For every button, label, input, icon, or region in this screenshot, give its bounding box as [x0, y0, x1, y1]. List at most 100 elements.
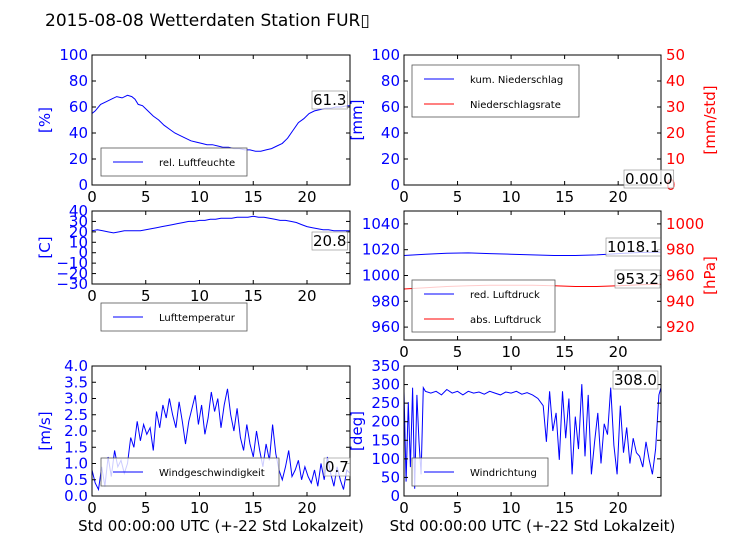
- y-axis-label: [deg]: [348, 411, 366, 451]
- y-tick-label: 20: [69, 223, 88, 241]
- y-tick-label: −30: [56, 275, 88, 293]
- x-axis-label: Std 00:00:00 UTC (+-22 Std Lokalzeit): [390, 517, 676, 535]
- value-annotation: 0.00.0: [625, 170, 673, 188]
- x-tick-label: 10: [502, 499, 521, 517]
- x-tick-label: 10: [502, 188, 521, 206]
- y-right-tick-label: 960: [666, 267, 695, 285]
- x-tick-label: 5: [141, 287, 151, 305]
- panel-humidity: 0 5 10 15 20 0 20 40 60 80 100 [%] rel. Luftfeuchte 6…: [36, 46, 351, 206]
- y-axis-label: [%]: [36, 107, 54, 133]
- y-right-tick-label: 1000: [666, 215, 704, 233]
- y-right-tick-label: 920: [666, 318, 695, 336]
- y-tick-label: 100: [371, 450, 400, 468]
- y-tick-label: 100: [371, 46, 400, 64]
- x-tick-label: 0: [399, 499, 409, 517]
- y-tick-label: 20: [69, 150, 88, 168]
- y-right-tick-label: 40: [666, 72, 685, 90]
- axes-frame: [403, 54, 662, 186]
- y-tick-label: 40: [381, 124, 400, 142]
- y-tick-label: 2.0: [64, 422, 88, 440]
- annotation-box: [311, 231, 348, 251]
- y-tick-label: 150: [371, 431, 400, 449]
- y-tick-label: 1020: [362, 241, 400, 259]
- legend: Lufttemperatur: [100, 302, 248, 332]
- legend-label: Windrichtung: [470, 468, 537, 479]
- series-line-humidity-0: [92, 94, 350, 152]
- x-tick-label: 15: [555, 188, 574, 206]
- x-tick-label: 20: [609, 188, 628, 206]
- y-tick-label: 0.5: [64, 471, 88, 489]
- y-tick-label: 4.0: [64, 357, 88, 375]
- x-tick-label: 20: [609, 499, 628, 517]
- y-right-tick-label: 50: [666, 46, 685, 64]
- legend: rel. Luftfeuchte: [100, 147, 248, 177]
- y-axis-label: [m/s]: [36, 411, 54, 450]
- y-axis-label: [mm]: [348, 100, 366, 141]
- y-tick-label: 250: [371, 394, 400, 412]
- axes-frame: [403, 365, 662, 497]
- y-tick-label: 0: [390, 176, 400, 194]
- figure-title: 2015-08-08 Wetterdaten Station FUR▯: [45, 11, 370, 31]
- y-tick-label: 1.0: [64, 455, 88, 473]
- axes-frame: [91, 210, 351, 285]
- annotation-box: [623, 169, 675, 189]
- y-tick-label: 60: [69, 98, 88, 116]
- y-tick-label: 1000: [362, 267, 400, 285]
- y-tick-label: 3.5: [64, 373, 88, 391]
- y-tick-label: 50: [381, 468, 400, 486]
- x-tick-label: 0: [87, 188, 97, 206]
- x-tick-label: 0: [399, 343, 409, 361]
- x-tick-label: 0: [87, 287, 97, 305]
- x-tick-label: 0: [399, 188, 409, 206]
- y-tick-label: 40: [69, 202, 88, 220]
- y-tick-label: 0: [390, 487, 400, 505]
- y-tick-label: 100: [59, 46, 88, 64]
- x-axis-label: Std 00:00:00 UTC (+-22 Std Lokalzeit): [78, 517, 364, 535]
- legend-label: Lufttemperatur: [159, 313, 236, 324]
- annotation-box: [614, 269, 661, 289]
- y-tick-label: 1.5: [64, 438, 88, 456]
- x-tick-label: 20: [297, 188, 316, 206]
- value-annotation: 20.8: [313, 232, 346, 250]
- x-tick-label: 5: [453, 188, 463, 206]
- y-tick-label: 980: [371, 292, 400, 310]
- series-line-temperature-0: [92, 215, 350, 234]
- legend: red. Luftdruck abs. Luftdruck: [411, 279, 556, 333]
- y-right-axis-label: [mm/std]: [701, 85, 719, 154]
- value-annotation: 0.7: [325, 458, 349, 476]
- x-tick-label: 20: [297, 499, 316, 517]
- legend: kum. Niederschlag Niederschlagsrate: [411, 64, 580, 118]
- panel-precipitation: 0510152002040608010001020304050[mm][mm/s…: [348, 46, 719, 206]
- y-tick-label: 200: [371, 413, 400, 431]
- x-tick-label: 5: [141, 499, 151, 517]
- legend-label: rel. Luftfeuchte: [159, 158, 235, 169]
- value-annotation: 953.2: [616, 270, 659, 288]
- legend-label: abs. Luftdruck: [470, 315, 541, 326]
- y-tick-label: 0.0: [64, 487, 88, 505]
- y-tick-label: 80: [381, 72, 400, 90]
- value-annotation: 1018.1: [607, 238, 660, 256]
- annotation-box: [323, 457, 351, 477]
- x-tick-label: 15: [244, 499, 263, 517]
- y-right-tick-label: 10: [666, 150, 685, 168]
- y-right-tick-label: 940: [666, 292, 695, 310]
- y-tick-label: 350: [371, 357, 400, 375]
- y-tick-label: 80: [69, 72, 88, 90]
- legend-label: Windgeschwindigkeit: [159, 468, 265, 479]
- x-tick-label: 10: [190, 287, 209, 305]
- y-right-tick-label: 980: [666, 241, 695, 259]
- x-tick-label: 15: [555, 499, 574, 517]
- y-tick-label: 10: [69, 233, 88, 251]
- y-right-axis-label: [hPa]: [701, 256, 719, 295]
- y-tick-label: 0: [78, 176, 88, 194]
- annotation-box: [311, 90, 348, 110]
- series-line-winddirection-0: [404, 384, 661, 489]
- x-tick-label: 0: [87, 499, 97, 517]
- x-tick-label: 10: [502, 343, 521, 361]
- y-tick-label: −20: [56, 265, 88, 283]
- legend-label: Niederschlagsrate: [470, 100, 561, 111]
- x-tick-label: 15: [244, 188, 263, 206]
- y-tick-label: 2.5: [64, 406, 88, 424]
